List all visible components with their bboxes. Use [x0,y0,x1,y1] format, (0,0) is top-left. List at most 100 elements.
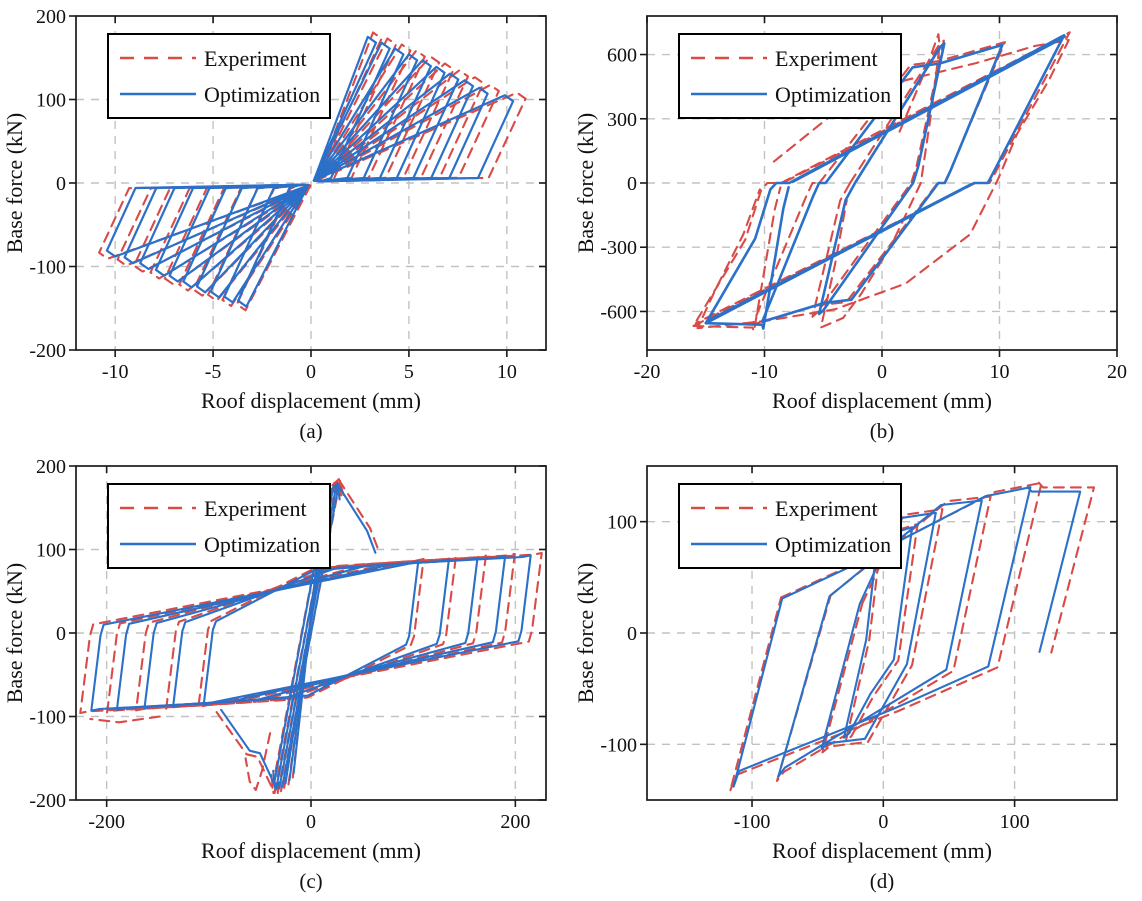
x-axis-label: Roof displacement (mm) [201,388,421,413]
y-tick-label: -300 [600,237,637,259]
experiment-loop [315,83,500,183]
optimization-curve [704,34,1066,330]
y-axis-label: Base force (kN) [2,563,27,704]
y-tick-label: -200 [29,340,66,362]
experiment-path [692,186,782,333]
chart-c-canvas: -200 0 200 -200 -100 0 100 200 Roof displacement… [2,456,547,893]
legend-experiment-label: Experiment [204,496,307,521]
legend: Experiment Optimization [107,483,331,569]
optimization-path [1026,486,1082,653]
optimization-curve [732,486,1082,788]
y-tick-label: -600 [600,301,637,323]
subplot-caption: (d) [870,869,895,893]
ticks: -200 0 200 -200 -100 0 100 200 [29,456,546,833]
y-tick-label: -100 [29,707,66,729]
y-tick-label: 200 [36,456,66,478]
legend-optimization-label: Optimization [775,82,891,107]
optimization-path [336,483,377,554]
optimization-loop [105,183,310,258]
y-tick-label: 0 [627,173,637,195]
x-axis-label: Roof displacement (mm) [201,838,421,863]
x-tick-label: -10 [751,361,778,383]
experiment-path [244,732,272,792]
y-tick-label: -200 [29,790,66,812]
chart-d: -100 0 100 -100 0 100 Roof displacement (mm) Ba… [571,450,1142,901]
chart-b-canvas: -20 -10 0 10 20 -600 -300 0 300 600 Roof displacem… [573,15,1127,443]
legend: Experiment Optimization [678,33,902,119]
legend-optimization-label: Optimization [204,532,320,557]
x-tick-label: 5 [404,361,414,383]
y-tick-label: 0 [56,623,66,645]
legend-experiment-label: Experiment [775,496,878,521]
experiment-loop [165,556,457,710]
legend: Experiment Optimization [107,33,331,119]
x-tick-label: -10 [102,361,129,383]
experiment-loop [315,76,485,183]
y-axis-label: Base force (kN) [573,113,598,254]
x-tick-label: 10 [990,361,1010,383]
subplot-caption: (a) [299,419,322,443]
legend-experiment-label: Experiment [775,46,878,71]
experiment-loop [844,523,919,742]
x-axis-label: Roof displacement (mm) [772,388,992,413]
legend: Experiment Optimization [678,483,902,569]
chart-d-canvas: -100 0 100 -100 0 100 Roof displacement (mm) Ba… [573,465,1118,893]
legend-box [678,483,902,569]
experiment-path [696,38,1070,330]
optimization-path [791,37,1064,184]
experiment-loop [811,39,945,318]
x-tick-label: 0 [306,811,316,833]
optimization-loop [777,499,983,778]
optimization-loop [202,560,420,706]
experiment-path [215,711,276,795]
legend-experiment-label: Experiment [204,46,307,71]
experiment-path [1037,481,1096,654]
x-tick-label: 0 [878,811,888,833]
x-tick-label: -100 [734,811,771,833]
y-axis-label: Base force (kN) [2,113,27,254]
legend-box [107,33,331,119]
x-axis-label: Roof displacement (mm) [772,838,992,863]
y-tick-label: 200 [36,6,66,28]
experiment-path [89,715,161,724]
y-tick-label: 0 [56,173,66,195]
experiment-path [337,478,380,552]
x-tick-label: -20 [634,361,661,383]
plot-area [729,481,1096,793]
x-tick-label: 0 [877,361,887,383]
legend-box [107,483,331,569]
x-tick-label: 200 [500,811,530,833]
legend-optimization-label: Optimization [775,532,891,557]
subplot-caption: (c) [299,869,322,893]
x-tick-label: 0 [306,361,316,383]
optimization-loop [312,94,515,183]
optimization-path [704,186,790,330]
chart-b: -20 -10 0 10 20 -600 -300 0 300 600 Roof displacem… [571,0,1142,451]
x-tick-label: 20 [1107,361,1127,383]
y-tick-label: -100 [29,257,66,279]
optimization-loop [732,486,1032,788]
ticks: -20 -10 0 10 20 -600 -300 0 300 600 [600,16,1127,383]
legend-optimization-label: Optimization [204,82,320,107]
chart-a-canvas: -10 -5 0 5 10 -200 -100 0 100 200 Roof displacemen… [2,6,547,443]
y-tick-label: 300 [607,109,637,131]
x-tick-label: -200 [88,811,125,833]
plot-area [692,31,1071,333]
y-tick-label: 600 [607,45,637,67]
experiment-path [819,33,941,329]
y-tick-label: -100 [600,734,637,756]
chart-c: -200 0 200 -200 -100 0 100 200 Roof displacement… [0,450,571,901]
x-tick-label: -5 [205,361,222,383]
experiment-loop [315,55,441,183]
x-tick-label: 10 [497,361,517,383]
experiment-loop [775,495,992,782]
optimization-curve [105,35,515,308]
plot-area [98,31,527,312]
subplot-caption: (b) [870,419,895,443]
optimization-loop [817,42,946,316]
experiment-loop [197,557,425,709]
x-tick-label: 100 [1000,811,1030,833]
y-tick-label: 100 [36,90,66,112]
y-tick-label: 0 [627,623,637,645]
